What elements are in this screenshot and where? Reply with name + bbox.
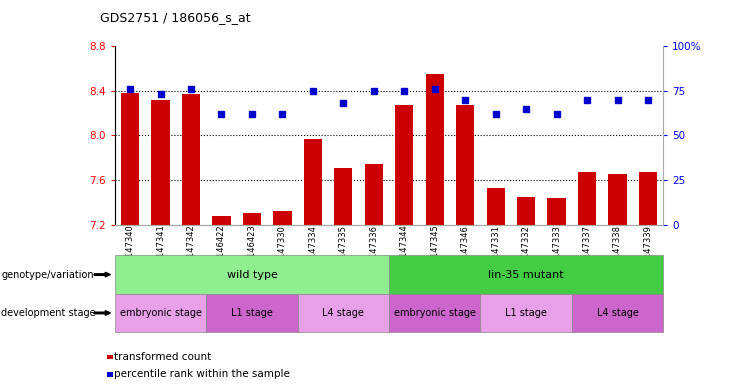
Bar bbox=[639, 172, 657, 225]
Text: transformed count: transformed count bbox=[113, 352, 211, 362]
Bar bbox=[608, 174, 627, 225]
Text: L4 stage: L4 stage bbox=[322, 308, 365, 318]
Bar bbox=[182, 94, 200, 225]
Bar bbox=[395, 105, 413, 225]
Bar bbox=[304, 139, 322, 225]
Bar bbox=[425, 74, 444, 225]
Bar bbox=[548, 198, 565, 225]
Text: lin-35 mutant: lin-35 mutant bbox=[488, 270, 564, 280]
Bar bbox=[487, 188, 505, 225]
Text: L1 stage: L1 stage bbox=[505, 308, 547, 318]
Bar bbox=[243, 214, 261, 225]
Text: L4 stage: L4 stage bbox=[597, 308, 639, 318]
Bar bbox=[365, 164, 383, 225]
Bar bbox=[517, 197, 535, 225]
Bar bbox=[213, 216, 230, 225]
Text: percentile rank within the sample: percentile rank within the sample bbox=[113, 369, 290, 379]
Text: L1 stage: L1 stage bbox=[231, 308, 273, 318]
Text: genotype/variation: genotype/variation bbox=[1, 270, 94, 280]
Text: embryonic stage: embryonic stage bbox=[393, 308, 476, 318]
Text: GDS2751 / 186056_s_at: GDS2751 / 186056_s_at bbox=[100, 12, 250, 25]
Bar bbox=[151, 100, 170, 225]
Bar bbox=[121, 93, 139, 225]
Bar bbox=[273, 211, 291, 225]
Bar bbox=[334, 168, 353, 225]
Bar bbox=[456, 105, 474, 225]
Text: wild type: wild type bbox=[227, 270, 277, 280]
Text: embryonic stage: embryonic stage bbox=[119, 308, 202, 318]
Bar bbox=[578, 172, 597, 225]
Text: development stage: development stage bbox=[1, 308, 96, 318]
